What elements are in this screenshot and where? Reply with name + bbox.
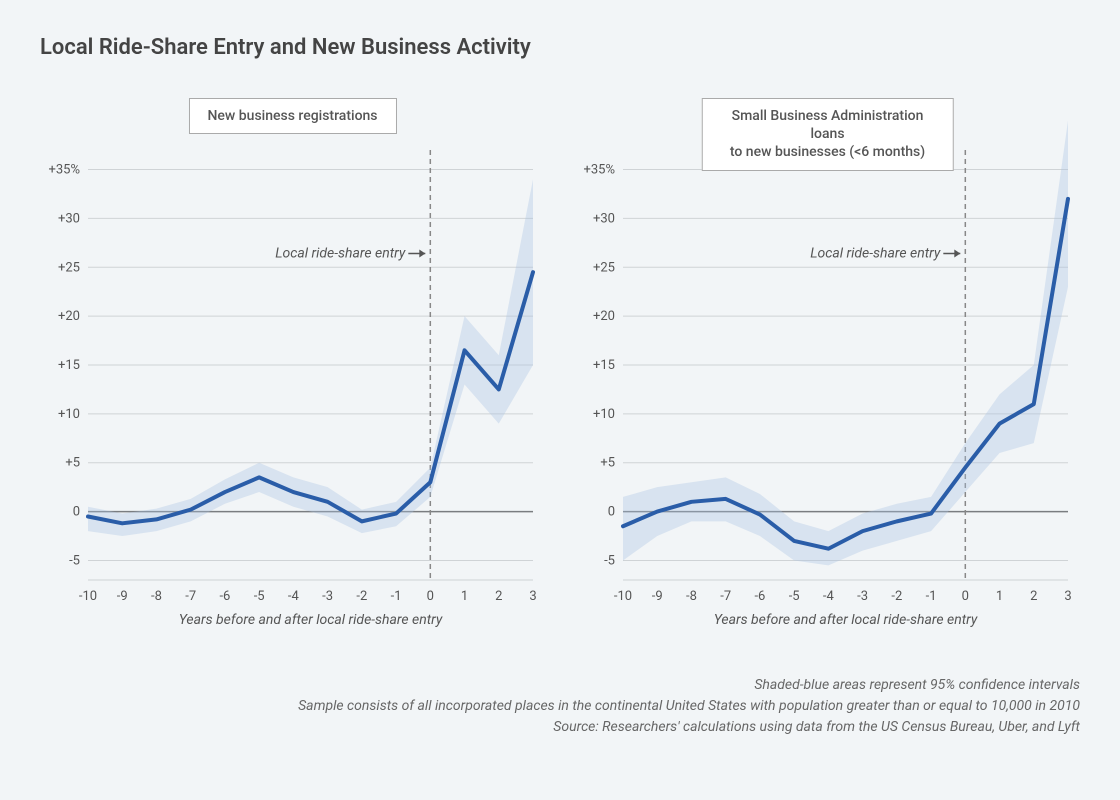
panel-label-right: Small Business Administration loans to n… <box>701 98 954 171</box>
svg-text:+35%: +35% <box>48 163 80 178</box>
svg-text:-2: -2 <box>891 589 902 604</box>
svg-text:+25: +25 <box>58 260 80 275</box>
footer-line-2: Sample consists of all incorporated plac… <box>40 696 1080 717</box>
chart-svg-right: -50+5+10+15+20+25+30+35%-10-9-8-7-6-5-4-… <box>575 90 1080 650</box>
svg-text:+5: +5 <box>65 456 80 471</box>
svg-text:+5: +5 <box>600 456 615 471</box>
panel-right: Small Business Administration loans to n… <box>575 90 1080 650</box>
svg-text:1: 1 <box>996 589 1003 604</box>
svg-text:-7: -7 <box>720 589 731 604</box>
footer-line-1: Shaded-blue areas represent 95% confiden… <box>40 675 1080 696</box>
svg-text:-10: -10 <box>614 589 632 604</box>
svg-text:+30: +30 <box>593 211 615 226</box>
footer-line-3: Source: Researchers' calculations using … <box>40 717 1080 738</box>
svg-text:+20: +20 <box>58 309 80 324</box>
svg-text:+25: +25 <box>593 260 615 275</box>
svg-text:-8: -8 <box>151 589 162 604</box>
svg-text:+30: +30 <box>58 211 80 226</box>
svg-text:-5: -5 <box>789 589 800 604</box>
svg-text:-3: -3 <box>322 589 333 604</box>
svg-text:-9: -9 <box>117 589 128 604</box>
svg-text:-6: -6 <box>219 589 230 604</box>
svg-text:-6: -6 <box>754 589 765 604</box>
svg-text:Local ride-share entry: Local ride-share entry <box>275 246 406 262</box>
svg-text:2: 2 <box>1030 589 1037 604</box>
svg-text:Local ride-share entry: Local ride-share entry <box>810 246 941 262</box>
svg-text:-3: -3 <box>857 589 868 604</box>
svg-text:-7: -7 <box>185 589 196 604</box>
svg-text:3: 3 <box>1064 589 1071 604</box>
panel-left: New business registrations -50+5+10+15+2… <box>40 90 545 650</box>
svg-text:0: 0 <box>962 589 969 604</box>
svg-text:-5: -5 <box>604 553 615 568</box>
svg-text:3: 3 <box>529 589 536 604</box>
panel-label-left: New business registrations <box>188 98 396 134</box>
svg-text:1: 1 <box>461 589 468 604</box>
svg-text:+10: +10 <box>593 407 615 422</box>
chart-title: Local Ride-Share Entry and New Business … <box>40 35 1080 60</box>
svg-text:+35%: +35% <box>583 163 615 178</box>
svg-text:Years before and after local r: Years before and after local ride-share … <box>179 612 443 628</box>
chart-svg-left: -50+5+10+15+20+25+30+35%-10-9-8-7-6-5-4-… <box>40 90 545 650</box>
svg-text:-1: -1 <box>926 589 937 604</box>
svg-text:+15: +15 <box>58 358 80 373</box>
svg-text:-10: -10 <box>79 589 97 604</box>
svg-text:0: 0 <box>608 505 615 520</box>
svg-text:-1: -1 <box>391 589 402 604</box>
chart-footer: Shaded-blue areas represent 95% confiden… <box>40 675 1080 738</box>
svg-text:-2: -2 <box>356 589 367 604</box>
svg-text:+15: +15 <box>593 358 615 373</box>
svg-text:+20: +20 <box>593 309 615 324</box>
svg-text:2: 2 <box>495 589 502 604</box>
svg-text:-5: -5 <box>69 553 80 568</box>
svg-text:-8: -8 <box>686 589 697 604</box>
svg-text:0: 0 <box>427 589 434 604</box>
charts-container: New business registrations -5 0 +5 +10 +15 +2… <box>40 90 1080 650</box>
svg-text:-4: -4 <box>288 589 300 604</box>
svg-text:-4: -4 <box>823 589 835 604</box>
svg-text:-5: -5 <box>254 589 265 604</box>
svg-text:+10: +10 <box>58 407 80 422</box>
svg-text:0: 0 <box>73 505 80 520</box>
svg-text:Years before and after local r: Years before and after local ride-share … <box>714 612 978 628</box>
svg-text:-9: -9 <box>652 589 663 604</box>
